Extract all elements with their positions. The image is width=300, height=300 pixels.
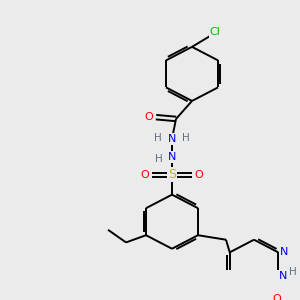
Text: N: N <box>168 134 176 144</box>
Text: O: O <box>145 112 153 122</box>
Text: N: N <box>168 152 176 162</box>
Text: O: O <box>195 170 203 180</box>
Text: H: H <box>290 267 297 277</box>
Text: N: N <box>280 247 288 257</box>
Text: H: H <box>182 133 190 143</box>
Text: H: H <box>154 133 162 143</box>
Text: H: H <box>155 154 163 164</box>
Text: S: S <box>168 168 176 181</box>
Text: O: O <box>141 170 149 180</box>
Text: N: N <box>279 271 287 281</box>
Text: O: O <box>273 294 281 300</box>
Text: Cl: Cl <box>210 27 220 38</box>
